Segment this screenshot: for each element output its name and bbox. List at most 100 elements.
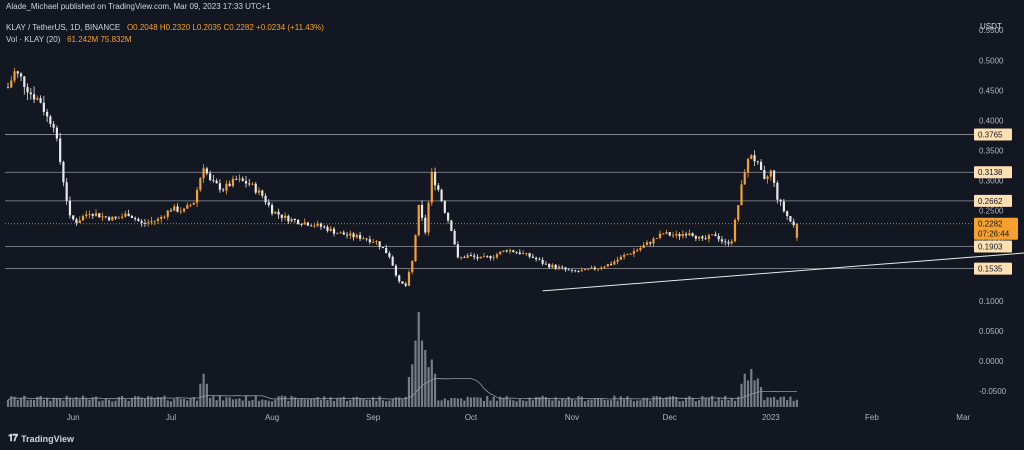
candle-body [714,234,717,236]
low-value: L0.2035 [192,23,222,32]
volume-bar [140,397,143,407]
volume-bar [407,377,411,407]
candle-body [85,214,88,217]
candle-body [554,264,557,269]
candle-body [456,244,459,258]
volume-bar [476,397,479,407]
candle-body [551,264,554,268]
candle-body [101,216,104,218]
candle-body [411,261,414,273]
candle-body [541,259,544,264]
candle-body [473,255,476,257]
candle-body [538,259,541,261]
volume-bar [209,397,212,407]
candle-body [140,221,143,223]
candle-body [610,264,613,265]
candle-body [636,250,639,252]
volume-bar [518,398,521,407]
volume-bar [244,396,248,407]
volume-bar [746,380,750,407]
volume-bar [169,401,173,407]
candle-body [479,256,482,259]
candle-body [121,216,124,218]
volume-bar [583,401,587,407]
level-tag-label: 0.3765 [978,131,1003,140]
candle-body [134,217,137,220]
volume-bar [577,395,580,407]
candle-body [521,253,525,255]
candle-body [375,241,378,243]
candle-body [222,189,225,191]
volume-bar [368,399,371,407]
candle-body [225,183,228,191]
change-value: +0.0234 (+11.43%) [256,23,324,32]
candle-body [388,253,391,257]
volume-bar [349,399,352,407]
volume-bar [52,397,55,407]
candle-body [91,214,94,216]
candle-body [215,180,218,184]
candle-body [684,233,688,236]
volume-bar [433,373,437,407]
volume-bar [248,400,251,407]
candle-body [39,98,42,103]
candle-body [6,87,10,89]
volume-bar [600,398,603,407]
candle-body [639,247,642,251]
volume-bar [750,369,753,407]
volume-bar [75,397,78,407]
volume-bar [437,400,440,407]
volume-bar [782,396,785,407]
volume-bar [603,399,606,407]
y-tick-label: 0.5000 [979,56,1004,65]
candle-body [49,116,52,124]
volume-bar [189,398,192,407]
volume-bar [336,398,339,407]
volume-bar [326,400,329,407]
volume-bar [720,399,724,407]
volume-bar [10,396,13,407]
volume-bar [332,400,336,407]
candle-body [505,250,508,252]
candle-body [75,219,78,224]
candle-body [466,255,469,258]
volume-bar [492,396,495,407]
candle-body [476,256,479,259]
candle-body [16,71,19,74]
candle-body [297,219,300,225]
volume-bar [124,399,127,407]
candle-body [143,222,147,224]
volume-bar [773,396,776,407]
volume-bar [94,396,98,407]
candle-body [717,235,720,240]
candle-body [730,241,733,244]
volume-bar [561,398,564,407]
candle-body [316,223,319,226]
candle-body [150,221,153,223]
candle-body [502,250,505,252]
volume-bar [792,400,795,407]
candle-body [675,234,678,236]
candle-body [766,176,769,179]
candle-body [117,217,120,219]
candle-body [642,245,645,248]
volume-bar [101,400,104,407]
volume-bar [176,397,179,407]
candle-body [482,255,486,257]
volume-bar [486,396,489,407]
candle-body [42,102,45,112]
candle-body [391,256,394,266]
candle-body [124,213,127,217]
candle-body [759,161,763,171]
candle-body [704,238,707,240]
candle-body [626,254,629,255]
candle-body [528,253,531,257]
symbol-label: KLAY / TetherUS, 1D, BINANCE [6,23,121,32]
candle-body [773,170,776,183]
volume-bar [306,399,310,407]
volume-bar [19,398,23,407]
volume-bar [39,396,42,407]
candle-body [156,218,160,221]
candle-body [694,236,697,239]
